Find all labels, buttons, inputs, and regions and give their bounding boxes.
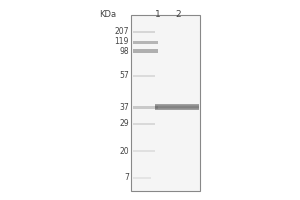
Text: 29: 29	[119, 119, 129, 129]
Bar	[133, 31, 155, 33]
Text: 20: 20	[119, 146, 129, 156]
Bar	[133, 75, 155, 77]
Text: KDa: KDa	[99, 10, 116, 19]
Bar	[155, 108, 199, 109]
Text: 119: 119	[115, 38, 129, 46]
Bar	[131, 15, 200, 191]
Bar	[155, 107, 199, 108]
Bar	[155, 105, 199, 106]
Text: 7: 7	[124, 173, 129, 182]
Text: 1: 1	[155, 10, 161, 19]
Bar	[133, 49, 158, 53]
Bar	[133, 123, 155, 125]
Bar	[155, 106, 199, 107]
Bar	[133, 106, 158, 108]
Text: 37: 37	[119, 102, 129, 112]
Text: 2: 2	[175, 10, 181, 19]
Text: 207: 207	[115, 27, 129, 36]
Text: 98: 98	[119, 46, 129, 55]
Bar	[133, 177, 151, 179]
Text: 57: 57	[119, 72, 129, 80]
Bar	[155, 104, 199, 105]
Bar	[133, 40, 158, 44]
Bar	[133, 150, 155, 152]
